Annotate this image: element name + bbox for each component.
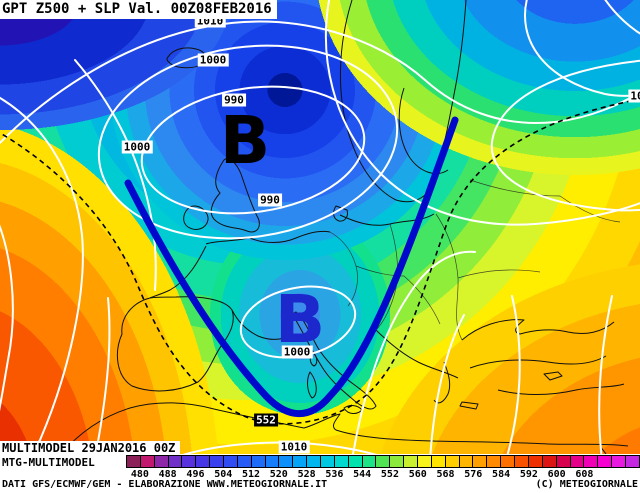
colorbar-tick: 552 <box>380 469 399 480</box>
colorbar-cell <box>390 456 405 467</box>
colorbar-cell <box>348 456 363 467</box>
colorbar <box>126 455 640 468</box>
colorbar-cell <box>293 456 308 467</box>
colorbar-tick: 528 <box>297 469 316 480</box>
colorbar-tick: 600 <box>547 469 566 480</box>
model-name-label: MTG-MULTIMODEL <box>2 456 95 469</box>
slp-isobars <box>0 0 640 454</box>
trough-line <box>124 116 459 418</box>
colorbar-cell <box>362 456 377 467</box>
country-borders <box>329 179 621 341</box>
colorbar-cell <box>445 456 460 467</box>
colorbar-cell <box>224 456 238 467</box>
colorbar-cell <box>501 456 516 467</box>
colorbar-cell <box>127 456 141 467</box>
z500-552-contour <box>0 98 640 425</box>
low-center-symbol: B <box>219 102 271 179</box>
colorbar-cell <box>182 456 197 467</box>
pressure-label: 1000 <box>197 53 229 67</box>
colorbar-tick: 512 <box>241 469 261 480</box>
colorbar-cell <box>279 456 294 467</box>
colorbar-cell <box>321 456 335 467</box>
colorbar-tick: 560 <box>408 469 427 480</box>
colorbar-cell <box>140 456 155 467</box>
colorbar-tick: 584 <box>492 469 511 480</box>
colorbar-cell <box>598 456 613 467</box>
colorbar-cell <box>210 456 225 467</box>
colorbar-tick: 608 <box>575 469 594 480</box>
colorbar-cell <box>556 456 571 467</box>
colorbar-cell <box>168 456 183 467</box>
colorbar-cell <box>376 456 391 467</box>
colorbar-tick: 496 <box>186 469 205 480</box>
pressure-label: 1000 <box>281 345 313 359</box>
colorbar-cell <box>196 456 211 467</box>
pressure-label: 10 <box>628 89 640 103</box>
pressure-label: 552 <box>254 413 278 427</box>
colorbar-cell <box>404 456 419 467</box>
colorbar-cell <box>307 456 322 467</box>
colorbar-cell <box>418 456 432 467</box>
colorbar-cell <box>251 456 266 467</box>
colorbar-cell <box>528 456 543 467</box>
colorbar-tick: 504 <box>214 469 233 480</box>
copyright-label: (C) METEOGIORNALE <box>535 479 638 490</box>
colorbar-cell <box>237 456 252 467</box>
credits-line: DATI GFS/ECMWF/GEM - ELABORAZIONE WWW.ME… <box>2 479 328 490</box>
colorbar-cell <box>612 456 626 467</box>
colorbar-tick: 536 <box>325 469 344 480</box>
pressure-label: 990 <box>258 193 282 207</box>
model-run-box: MULTIMODEL 29JAN2016 00Z <box>0 441 181 454</box>
pressure-label: 1010 <box>278 440 310 454</box>
colorbar-cell <box>154 456 169 467</box>
colorbar-cell <box>625 456 639 467</box>
colorbar-tick: 520 <box>269 469 288 480</box>
colorbar-tick: 592 <box>519 469 538 480</box>
colorbar-cell <box>431 456 446 467</box>
colorbar-cell <box>542 456 557 467</box>
colorbar-tick: 488 <box>158 469 177 480</box>
colorbar-cell <box>570 456 585 467</box>
colorbar-tick: 480 <box>130 469 149 480</box>
map-title: GPT Z500 + SLP Val. 00Z08FEB2016 <box>0 0 277 19</box>
colorbar-tick: 544 <box>353 469 372 480</box>
pressure-label: 990 <box>222 93 246 107</box>
colorbar-cell <box>334 456 349 467</box>
legend-footer: MTG-MULTIMODEL 480 488 496 504 512 520 528 536 5… <box>0 454 640 493</box>
colorbar-tick: 576 <box>464 469 483 480</box>
map-canvas: GPT Z500 + SLP Val. 00Z08FEB2016 MULTIMO… <box>0 0 640 454</box>
pressure-label: 1000 <box>121 140 153 154</box>
colorbar-tick: 568 <box>436 469 455 480</box>
colorbar-cell <box>265 456 280 467</box>
colorbar-cell <box>487 456 502 467</box>
colorbar-cell <box>459 456 474 467</box>
map-overlay-svg <box>0 0 640 454</box>
low-center-symbol: B <box>274 281 326 358</box>
colorbar-cell <box>584 456 599 467</box>
coastlines <box>60 0 629 454</box>
colorbar-cell <box>473 456 488 467</box>
colorbar-cell <box>515 456 529 467</box>
